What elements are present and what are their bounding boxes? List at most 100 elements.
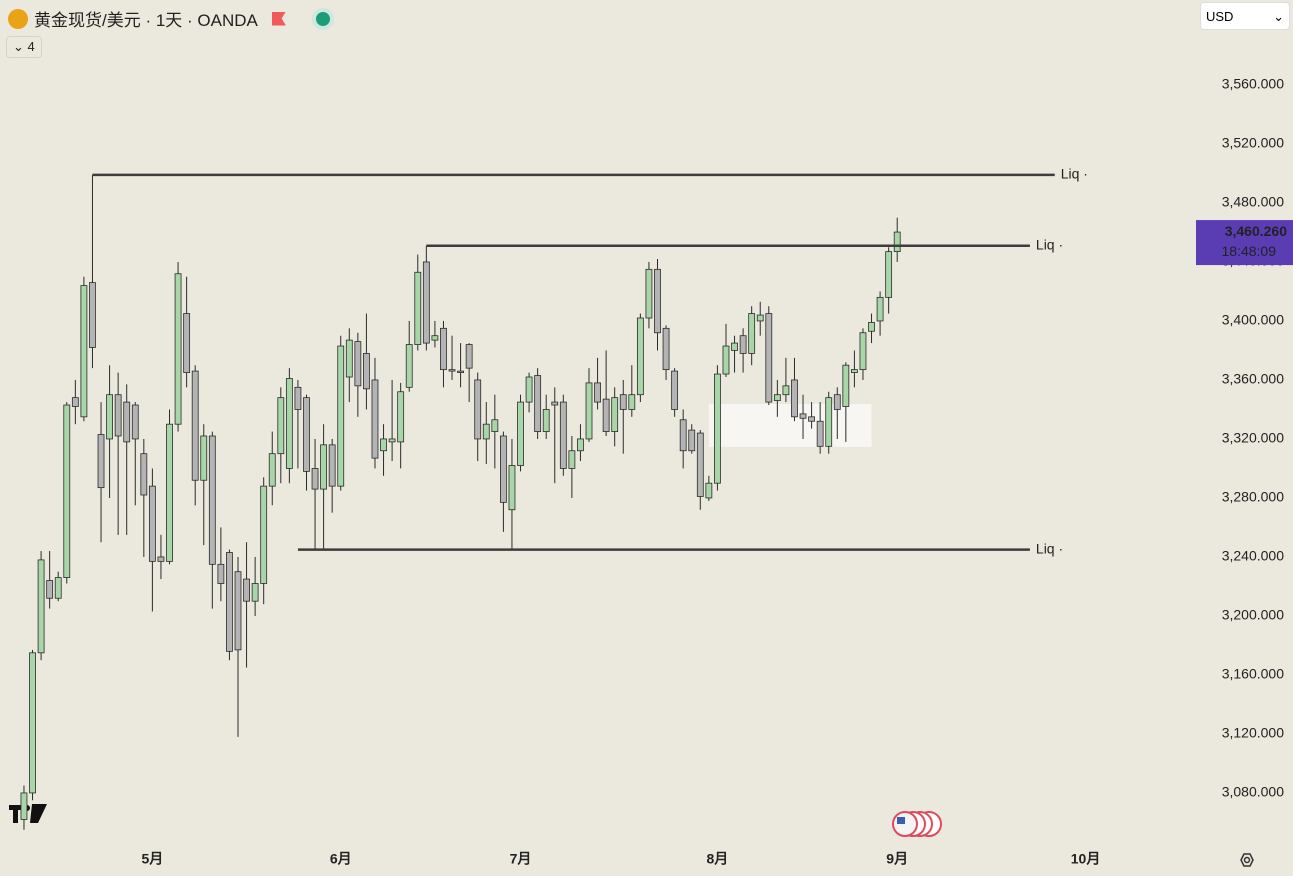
indicator-toggle[interactable]: ⌄ 4 — [6, 36, 42, 58]
candle-body — [71, 397, 79, 407]
candle-body — [705, 482, 713, 499]
candle-body — [337, 345, 345, 487]
candle-body — [345, 339, 353, 378]
candle-body — [140, 453, 148, 496]
candle-body — [825, 397, 833, 447]
last-price-label: 3,460.260 — [1225, 223, 1287, 239]
candle-body — [577, 438, 584, 452]
candle-body — [251, 583, 259, 602]
candle-body — [482, 423, 490, 440]
candle-body — [611, 397, 619, 432]
y-tick-label: 3,120.000 — [1222, 725, 1284, 741]
candle-body — [619, 394, 627, 410]
symbol-header: 黄金现货/美元 · 1天 · OANDA — [8, 6, 334, 31]
candle-body — [200, 435, 208, 481]
candle-body — [714, 373, 721, 484]
candle-body — [457, 370, 464, 373]
candle-body — [174, 273, 182, 425]
candle-body — [491, 419, 499, 432]
candle-body — [739, 335, 747, 354]
candle-body — [166, 423, 173, 562]
candle-body — [37, 559, 45, 654]
event-flags[interactable] — [892, 811, 942, 837]
settings-icon[interactable] — [1240, 853, 1254, 867]
symbol-title: 黄金现货/美元 · 1天 · OANDA — [34, 11, 258, 30]
candle-body — [285, 378, 293, 469]
candle-body — [696, 432, 704, 497]
candle-body — [748, 313, 756, 354]
currency-select[interactable]: USD ⌄ — [1200, 2, 1290, 30]
candle-body — [183, 313, 191, 373]
candle-body — [851, 369, 858, 373]
y-tick-label: 3,560.000 — [1222, 76, 1284, 92]
candle-body — [688, 429, 696, 452]
dropdown-caret: ⌄ — [1273, 9, 1284, 24]
y-tick-label: 3,360.000 — [1222, 371, 1284, 387]
candle-body — [885, 251, 893, 298]
candle-body — [46, 580, 54, 599]
liquidity-label: Liq · — [1036, 540, 1063, 556]
candle-body — [54, 577, 62, 599]
candle-body — [431, 335, 439, 341]
candle-body — [303, 397, 310, 472]
candle-body — [268, 453, 276, 487]
candle-body — [508, 465, 516, 511]
candle-body — [645, 268, 653, 319]
candle-body — [97, 434, 105, 489]
y-tick-label: 3,080.000 — [1222, 784, 1284, 800]
y-tick-label: 3,240.000 — [1222, 548, 1284, 564]
candle-body — [388, 438, 396, 443]
indicator-count: 4 — [27, 39, 35, 54]
candle-body — [542, 409, 550, 432]
last-price-box — [1196, 220, 1293, 266]
candle-body — [123, 401, 131, 443]
candle-body — [405, 344, 413, 388]
x-tick-label: 10月 — [1071, 851, 1101, 867]
candle-body — [517, 401, 524, 466]
candle-body — [842, 364, 850, 407]
symbol-logo — [8, 8, 28, 29]
candle-body — [448, 369, 456, 372]
candle-body — [80, 285, 88, 418]
candle-body — [679, 419, 687, 452]
candle-body — [474, 379, 482, 440]
candle-body — [671, 370, 679, 410]
candle-body — [89, 282, 96, 348]
countdown: 18:48:09 — [1222, 243, 1277, 259]
candle-body — [277, 397, 285, 455]
candle-body — [371, 379, 379, 459]
y-tick-label: 3,520.000 — [1222, 135, 1284, 151]
liquidity-label: Liq · — [1061, 166, 1088, 182]
candle-body — [791, 379, 798, 418]
candle-body — [114, 394, 122, 437]
candle-body — [328, 444, 336, 487]
candle-body — [876, 296, 884, 322]
candle-body — [662, 327, 670, 371]
x-tick-label: 7月 — [510, 851, 532, 867]
candle-body — [63, 404, 71, 578]
y-tick-label: 3,160.000 — [1222, 666, 1284, 682]
flag-icon[interactable] — [271, 11, 286, 26]
candle-body — [414, 271, 422, 345]
candle-body — [602, 398, 610, 432]
candle-body — [20, 792, 28, 820]
x-tick-label: 8月 — [707, 851, 729, 867]
candle-body — [226, 552, 233, 652]
candle-body — [380, 438, 387, 452]
candle-body — [765, 313, 773, 403]
y-tick-label: 3,400.000 — [1222, 312, 1284, 328]
candle-body — [859, 332, 867, 371]
candle-body — [320, 444, 328, 490]
x-tick-label: 6月 — [330, 851, 352, 867]
candle-body — [816, 420, 824, 447]
candle-body — [465, 344, 473, 369]
candle-body — [260, 485, 268, 584]
candle-body — [585, 382, 593, 440]
x-tick-label: 9月 — [886, 851, 908, 867]
candle-body — [568, 450, 576, 469]
candle-body — [234, 571, 242, 651]
y-tick-label: 3,200.000 — [1222, 607, 1284, 623]
candle-body — [243, 578, 250, 602]
